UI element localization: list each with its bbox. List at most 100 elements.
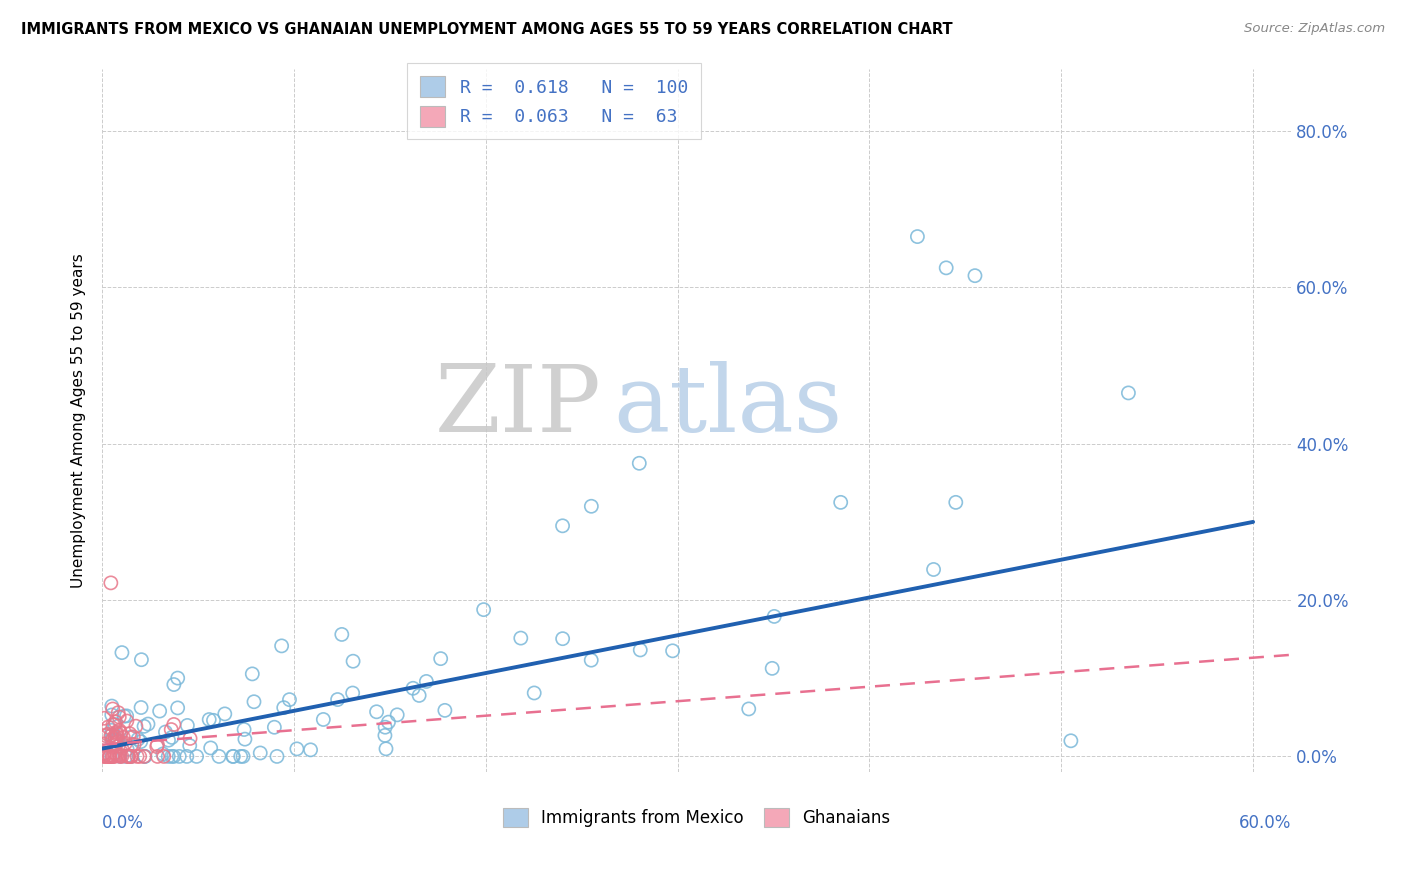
Point (105, 732, 128, 747)
Point (132, 719, 155, 733)
Text: 0.0%: 0.0% (103, 814, 143, 832)
Point (93, 749, 115, 764)
Point (581, 500, 603, 514)
Point (101, 717, 124, 731)
Point (111, 749, 134, 764)
Point (129, 700, 152, 714)
Point (922, 562, 945, 576)
Point (96, 749, 118, 764)
Point (375, 741, 398, 756)
Point (93, 737, 115, 751)
Point (312, 713, 335, 727)
Point (387, 707, 409, 722)
Point (101, 749, 124, 764)
Point (299, 743, 322, 757)
Point (232, 749, 254, 764)
Point (166, 701, 188, 715)
Point (208, 749, 231, 764)
Point (105, 725, 128, 739)
Point (200, 740, 222, 755)
Point (166, 671, 188, 685)
Point (120, 730, 142, 744)
Point (202, 714, 225, 728)
Point (101, 728, 124, 742)
Point (115, 709, 138, 723)
Point (131, 653, 153, 667)
Point (222, 749, 245, 764)
Point (176, 749, 198, 764)
Point (103, 749, 125, 764)
Point (229, 749, 252, 764)
Point (122, 738, 145, 752)
Point (628, 643, 651, 657)
Point (176, 718, 198, 732)
Point (108, 723, 131, 738)
Point (233, 732, 256, 747)
Point (104, 731, 127, 746)
Point (105, 730, 128, 744)
Point (429, 651, 451, 665)
Point (93, 747, 115, 761)
Point (117, 749, 139, 764)
Point (114, 749, 136, 764)
Point (136, 717, 159, 731)
Point (163, 717, 186, 731)
Point (551, 632, 574, 646)
Point (122, 730, 145, 744)
Point (112, 709, 135, 723)
Point (263, 720, 285, 734)
Point (366, 705, 388, 719)
Y-axis label: Unemployment Among Ages 55 to 59 years: Unemployment Among Ages 55 to 59 years (72, 253, 86, 588)
Point (101, 708, 124, 723)
Point (169, 749, 191, 764)
Point (104, 717, 127, 731)
Point (120, 749, 142, 764)
Point (120, 749, 142, 764)
Point (270, 639, 292, 653)
Point (107, 739, 129, 754)
Point (108, 749, 131, 764)
Point (100, 729, 122, 743)
Point (101, 699, 124, 714)
Point (278, 692, 301, 706)
Point (105, 748, 128, 763)
Point (907, 229, 929, 244)
Point (581, 653, 603, 667)
Point (155, 725, 177, 739)
Point (551, 518, 574, 533)
Point (100, 575, 122, 590)
Text: ZIP: ZIP (434, 361, 602, 451)
Point (963, 268, 986, 283)
Point (105, 726, 128, 740)
Point (98, 749, 121, 764)
Point (125, 749, 148, 764)
Point (830, 495, 852, 509)
Point (163, 749, 186, 764)
Point (108, 710, 131, 724)
Point (145, 739, 167, 754)
Point (402, 681, 425, 696)
Point (179, 739, 201, 753)
Point (105, 738, 128, 752)
Point (945, 495, 967, 509)
Point (661, 644, 683, 658)
Point (120, 749, 142, 764)
Point (146, 738, 169, 752)
Point (98, 749, 121, 764)
Point (374, 720, 396, 734)
Point (285, 742, 308, 756)
Point (157, 749, 180, 764)
Point (118, 749, 141, 764)
Point (93, 711, 115, 725)
Point (110, 726, 132, 740)
Point (105, 733, 128, 747)
Point (738, 702, 761, 716)
Point (94, 729, 117, 743)
Point (763, 609, 786, 624)
Point (111, 646, 134, 660)
Point (273, 700, 295, 714)
Legend: Immigrants from Mexico, Ghanaians: Immigrants from Mexico, Ghanaians (496, 802, 897, 834)
Point (233, 723, 256, 737)
Point (408, 689, 430, 703)
Point (101, 732, 124, 747)
